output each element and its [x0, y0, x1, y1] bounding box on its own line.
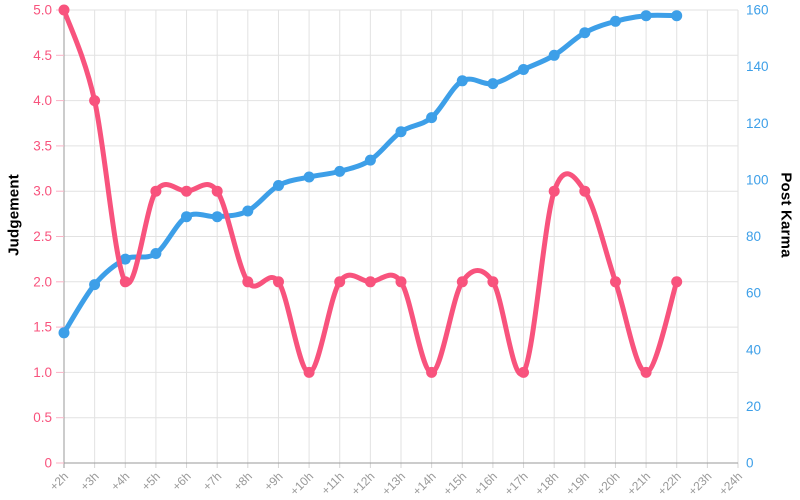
- left-axis-title: Judgement: [5, 174, 23, 256]
- left-tick-label: 4.5: [33, 48, 52, 63]
- post-karma-point: [640, 10, 652, 22]
- judgement-point: [640, 366, 652, 378]
- left-tick-label: 0: [44, 456, 52, 471]
- post-karma-point: [395, 126, 407, 138]
- post-karma-point: [119, 253, 131, 265]
- judgement-point: [334, 276, 346, 288]
- right-tick-label: 20: [746, 399, 761, 414]
- x-axis-label: +2h: [47, 469, 71, 493]
- left-tick-label: 2.0: [33, 274, 52, 289]
- post-karma-point: [334, 165, 346, 177]
- judgement-point: [548, 185, 560, 197]
- post-karma-point: [242, 205, 254, 217]
- left-tick-label: 3.0: [33, 184, 52, 199]
- x-axis-label: +21h: [624, 469, 653, 498]
- x-axis-label: +3h: [77, 469, 101, 493]
- x-axis-label: +6h: [169, 469, 193, 493]
- x-axis-label: +9h: [261, 469, 285, 493]
- judgement-point: [671, 276, 683, 288]
- left-tick-label: 5.0: [33, 3, 52, 18]
- x-axis-label: +10h: [287, 469, 316, 498]
- left-tick-label: 1.5: [33, 320, 52, 335]
- judgement-point: [273, 276, 284, 288]
- post-karma-point: [548, 49, 560, 61]
- right-tick-label: 140: [746, 59, 769, 74]
- post-karma-point: [211, 211, 223, 223]
- judgement-point: [610, 276, 621, 288]
- judgement-point: [518, 366, 529, 378]
- x-axis-label: +5h: [139, 469, 163, 493]
- x-axis-label: +7h: [200, 469, 224, 493]
- judgement-point: [487, 276, 499, 288]
- left-tick-label: 2.5: [33, 229, 52, 244]
- x-axis-label: +24h: [716, 469, 745, 498]
- judgement-point: [119, 276, 131, 288]
- x-axis-label: +17h: [502, 469, 531, 498]
- post-karma-point: [303, 171, 315, 183]
- x-axis-label: +11h: [318, 469, 346, 497]
- judgement-point: [181, 185, 192, 197]
- judgement-point: [303, 366, 315, 378]
- post-karma-point: [58, 327, 70, 339]
- right-tick-label: 160: [746, 3, 769, 18]
- right-tick-label: 60: [746, 286, 761, 301]
- post-karma-point: [518, 64, 529, 75]
- x-axis-label: +18h: [532, 469, 561, 498]
- post-karma-point: [610, 15, 621, 27]
- post-karma-point: [426, 112, 438, 124]
- judgement-point: [89, 95, 101, 107]
- x-axis-label: +20h: [594, 469, 623, 498]
- judgement-point: [242, 276, 254, 288]
- x-axis-label: +13h: [379, 469, 408, 498]
- right-tick-label: 0: [746, 456, 754, 471]
- post-karma-point: [579, 27, 591, 39]
- judgement-point: [150, 185, 162, 197]
- judgement-point: [364, 276, 376, 288]
- x-axis-label: +14h: [410, 469, 439, 498]
- post-karma-point: [89, 279, 101, 291]
- x-axis-label: +23h: [685, 469, 714, 498]
- judgement-point: [426, 366, 438, 378]
- post-karma-point: [671, 10, 683, 22]
- post-karma-point: [456, 75, 468, 87]
- judgement-point: [579, 185, 591, 197]
- judgement-point: [395, 276, 407, 288]
- right-axis-title: Post Karma: [777, 172, 795, 258]
- left-tick-label: 1.0: [33, 365, 52, 380]
- right-tick-label: 120: [746, 116, 769, 131]
- x-axis-label: +15h: [440, 469, 469, 498]
- x-axis-label: +12h: [348, 469, 377, 498]
- post-karma-point: [364, 154, 376, 166]
- left-tick-label: 3.5: [33, 138, 52, 153]
- judgement-point: [211, 185, 223, 197]
- x-axis-label: +4h: [108, 469, 132, 493]
- post-karma-point: [487, 78, 499, 90]
- right-tick-label: 80: [746, 229, 761, 244]
- x-axis-label: +22h: [655, 469, 684, 498]
- post-karma-point: [181, 211, 192, 223]
- judgement-point: [58, 4, 70, 16]
- x-axis-label: +8h: [231, 469, 255, 493]
- right-tick-label: 100: [746, 172, 769, 187]
- judgement-point: [456, 276, 468, 288]
- x-axis-label: +16h: [471, 469, 500, 498]
- post-karma-point: [273, 180, 284, 191]
- post-karma-point: [150, 248, 162, 259]
- right-tick-label: 40: [746, 342, 761, 357]
- left-tick-label: 0.5: [33, 410, 52, 425]
- x-axis-label: +19h: [563, 469, 592, 498]
- left-tick-label: 4.0: [33, 93, 52, 108]
